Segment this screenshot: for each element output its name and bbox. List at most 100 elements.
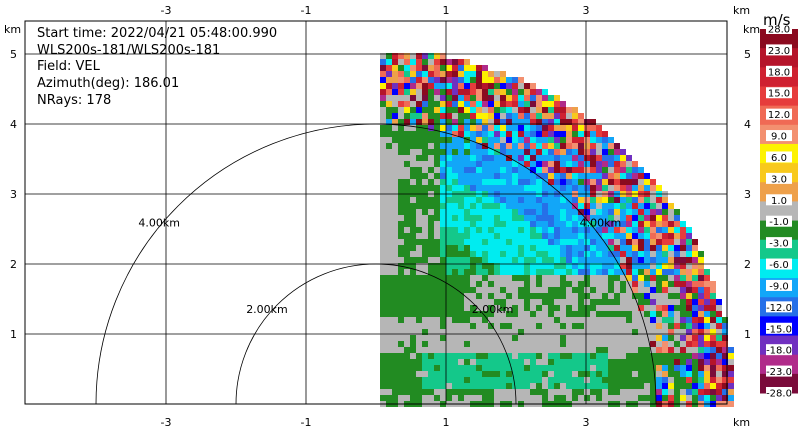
velocity-cell xyxy=(428,329,434,335)
velocity-cell xyxy=(638,263,644,269)
velocity-cell xyxy=(554,125,560,131)
velocity-cell xyxy=(482,245,488,251)
velocity-cell xyxy=(512,395,518,401)
velocity-cell xyxy=(674,389,680,395)
velocity-cell xyxy=(530,107,536,113)
velocity-cell xyxy=(578,275,584,281)
velocity-cell xyxy=(428,281,434,287)
velocity-cell xyxy=(542,215,548,221)
velocity-cell xyxy=(542,227,548,233)
velocity-cell xyxy=(518,107,524,113)
velocity-cell xyxy=(386,185,392,191)
velocity-cell xyxy=(608,263,614,269)
velocity-cell xyxy=(416,125,422,131)
velocity-cell xyxy=(668,257,674,263)
velocity-cell xyxy=(554,305,560,311)
velocity-cell xyxy=(434,311,440,317)
velocity-cell xyxy=(602,377,608,383)
velocity-cell xyxy=(578,149,584,155)
velocity-cell xyxy=(386,329,392,335)
velocity-cell xyxy=(464,383,470,389)
velocity-cell xyxy=(548,203,554,209)
velocity-cell xyxy=(446,107,452,113)
velocity-cell xyxy=(446,359,452,365)
velocity-cell xyxy=(626,395,632,401)
velocity-cell xyxy=(386,167,392,173)
velocity-cell xyxy=(548,221,554,227)
velocity-cell xyxy=(536,299,542,305)
velocity-cell xyxy=(704,323,710,329)
velocity-cell xyxy=(668,275,674,281)
velocity-cell xyxy=(452,101,458,107)
site-text: WLS200s-181/WLS200s-181 xyxy=(37,43,221,58)
velocity-cell xyxy=(602,395,608,401)
velocity-cell xyxy=(476,143,482,149)
velocity-cell xyxy=(446,95,452,101)
velocity-cell xyxy=(476,221,482,227)
velocity-cell xyxy=(638,335,644,341)
velocity-cell xyxy=(524,383,530,389)
velocity-cell xyxy=(380,65,386,71)
velocity-cell xyxy=(560,113,566,119)
velocity-cell xyxy=(410,257,416,263)
velocity-cell xyxy=(632,341,638,347)
velocity-cell xyxy=(590,329,596,335)
velocity-cell xyxy=(584,125,590,131)
x-tick-label-top: -1 xyxy=(301,4,312,17)
velocity-cell xyxy=(512,233,518,239)
velocity-cell xyxy=(596,299,602,305)
velocity-cell xyxy=(608,227,614,233)
velocity-cell xyxy=(686,323,692,329)
velocity-cell xyxy=(668,389,674,395)
velocity-cell xyxy=(542,221,548,227)
velocity-cell xyxy=(500,317,506,323)
velocity-cell xyxy=(560,179,566,185)
velocity-cell xyxy=(572,251,578,257)
velocity-cell xyxy=(650,371,656,377)
velocity-cell xyxy=(686,329,692,335)
velocity-cell xyxy=(656,389,662,395)
velocity-cell xyxy=(506,323,512,329)
velocity-cell xyxy=(566,209,572,215)
velocity-cell xyxy=(518,83,524,89)
velocity-cell xyxy=(446,113,452,119)
velocity-cell xyxy=(392,221,398,227)
velocity-cell xyxy=(602,221,608,227)
velocity-cell xyxy=(692,353,698,359)
range-ring xyxy=(95,123,657,405)
velocity-cell xyxy=(590,383,596,389)
velocity-cell xyxy=(644,221,650,227)
velocity-cell xyxy=(656,257,662,263)
velocity-cell xyxy=(626,233,632,239)
velocity-cell xyxy=(524,365,530,371)
velocity-cell xyxy=(470,311,476,317)
velocity-cell xyxy=(644,263,650,269)
velocity-cell xyxy=(692,377,698,383)
velocity-cell xyxy=(662,323,668,329)
velocity-cell xyxy=(572,341,578,347)
velocity-cell xyxy=(578,143,584,149)
colorbar-label-bg xyxy=(766,258,792,270)
velocity-cell xyxy=(596,251,602,257)
velocity-cell xyxy=(440,389,446,395)
velocity-cell xyxy=(644,197,650,203)
velocity-cell xyxy=(494,365,500,371)
velocity-cell xyxy=(728,401,734,407)
colorbar-label-bg xyxy=(766,130,792,142)
velocity-cell xyxy=(386,371,392,377)
velocity-cell xyxy=(716,311,722,317)
velocity-cell xyxy=(662,221,668,227)
velocity-cell xyxy=(566,263,572,269)
velocity-cell xyxy=(656,299,662,305)
velocity-cell xyxy=(698,365,704,371)
velocity-cell xyxy=(572,221,578,227)
velocity-cell xyxy=(614,155,620,161)
velocity-cell xyxy=(434,293,440,299)
velocity-cell xyxy=(608,341,614,347)
velocity-cell xyxy=(662,365,668,371)
velocity-cell xyxy=(686,305,692,311)
velocity-cell xyxy=(392,83,398,89)
velocity-cell xyxy=(584,167,590,173)
velocity-cell xyxy=(662,389,668,395)
velocity-cell xyxy=(482,371,488,377)
